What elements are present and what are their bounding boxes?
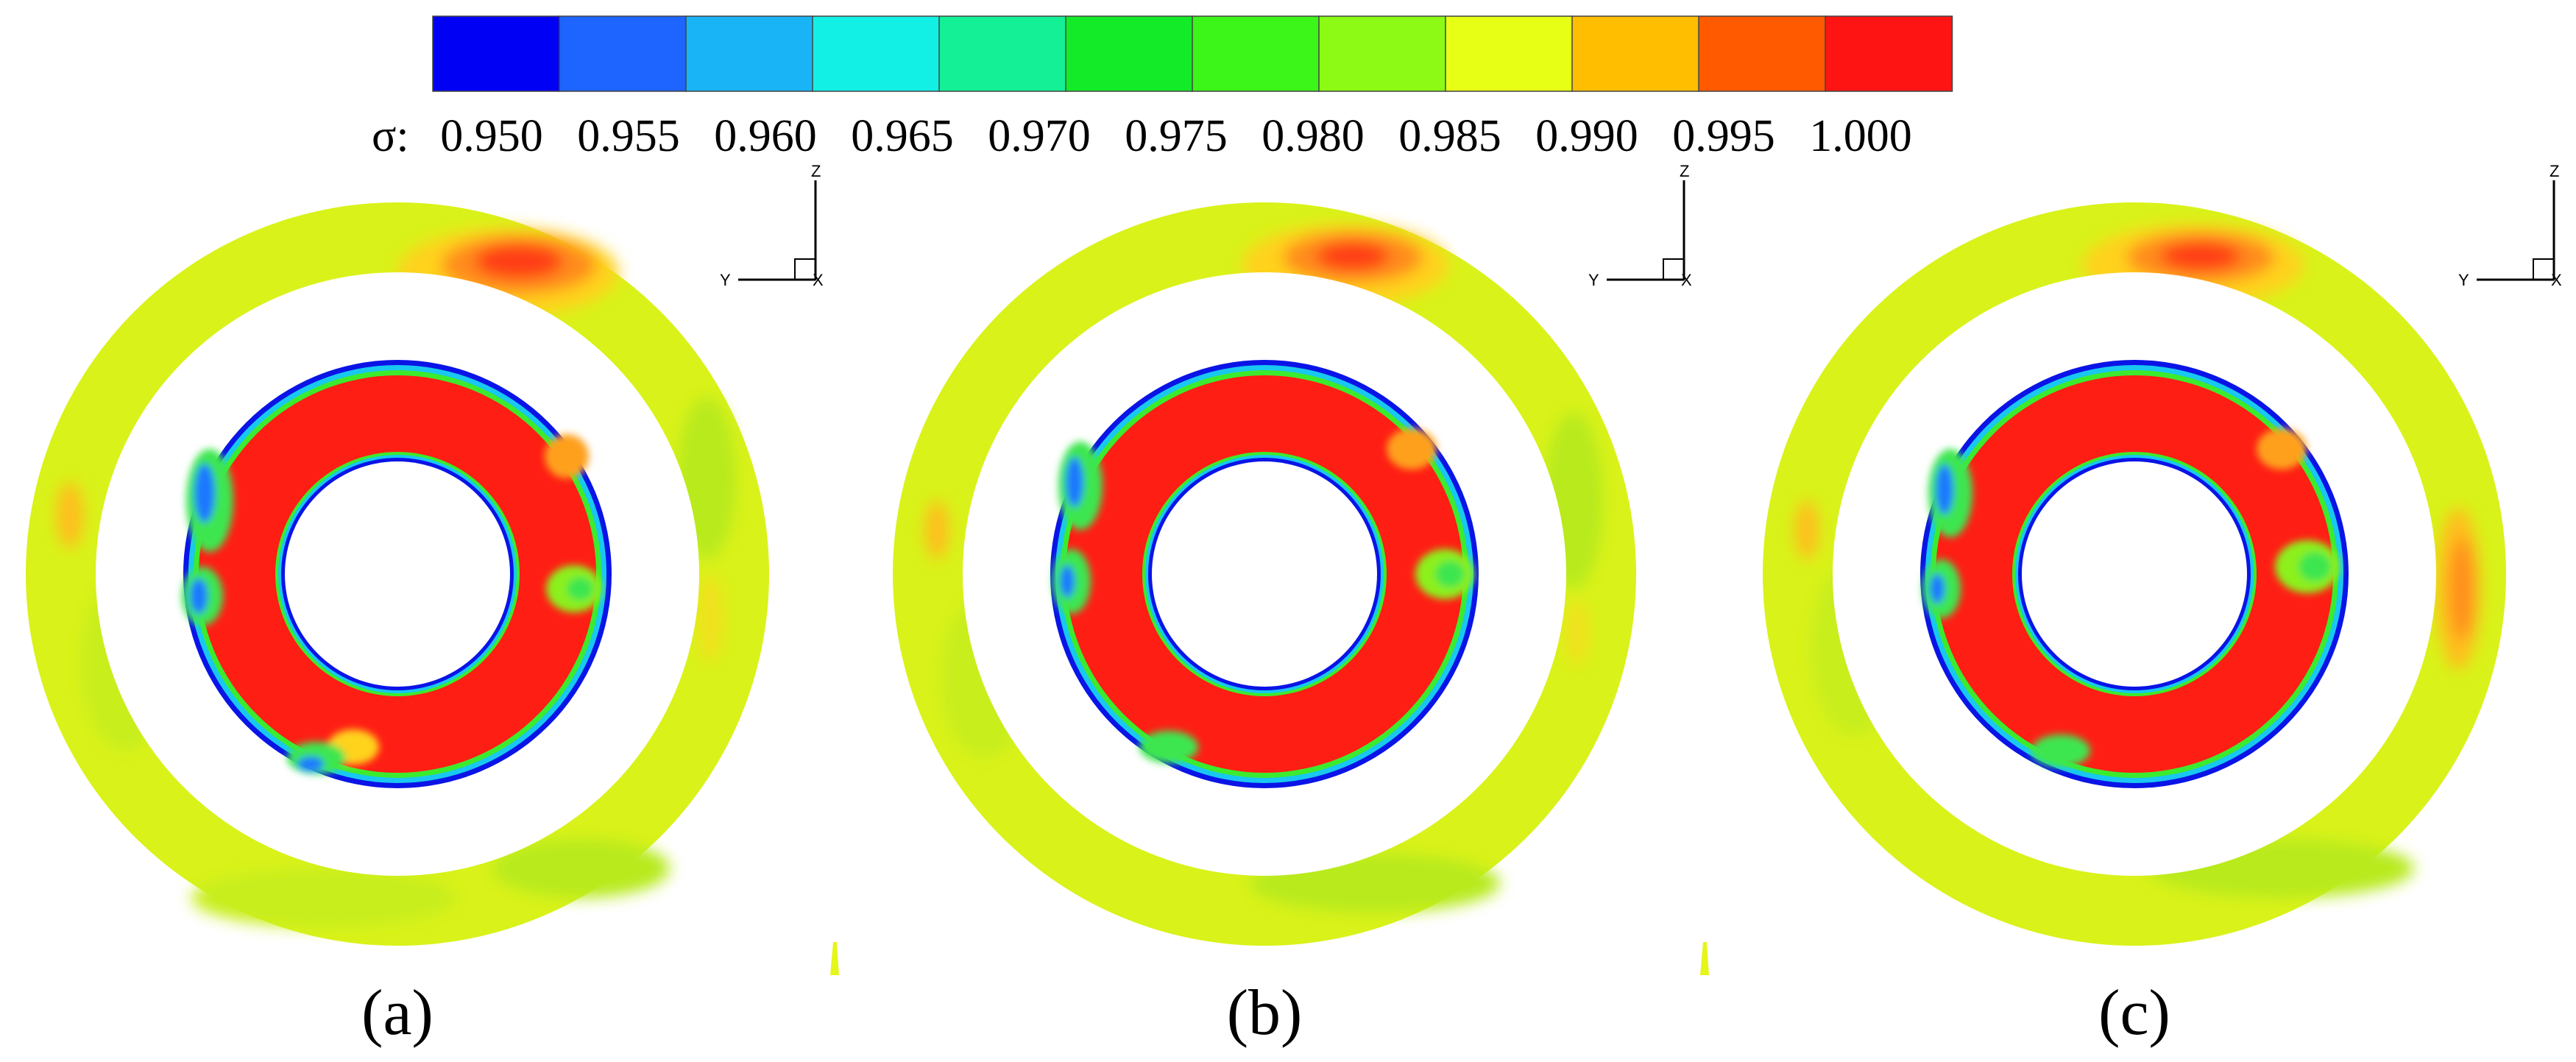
tick-label: 0.980 <box>1262 111 1365 161</box>
tick-label: 0.990 <box>1535 111 1638 161</box>
panel-label: (a) <box>361 977 434 1049</box>
colorbar-segment <box>1445 15 1574 92</box>
contour-panel-b: Z Y X (b) <box>893 162 1709 1049</box>
colorbar-segment <box>1698 15 1827 92</box>
contour-panel-a: Z Y X (a) <box>26 162 839 1049</box>
axis-triad-icon: Z Y X <box>2458 162 2562 289</box>
colorbar-segment <box>1825 15 1953 92</box>
colorbar-segment <box>938 15 1067 92</box>
axis-label-z: Z <box>2550 162 2559 180</box>
contour-artifact <box>1700 942 1709 975</box>
tick-label: 0.985 <box>1398 111 1501 161</box>
inner-annulus <box>1920 360 2349 788</box>
colorbar-segment <box>1065 15 1194 92</box>
tick-label: 0.970 <box>988 111 1091 161</box>
legend-symbol: σ: <box>372 111 409 161</box>
inner-annulus <box>182 360 612 788</box>
tick-label: 0.955 <box>577 111 680 161</box>
colorbar-segment <box>432 15 561 92</box>
colorbar-segment <box>1318 15 1447 92</box>
colorbar-segment <box>812 15 941 92</box>
axis-label-y: Y <box>2458 271 2469 289</box>
tick-label: 1.000 <box>1809 111 1912 161</box>
axis-triad-icon: Z Y X <box>1588 162 1692 289</box>
colorbar-segment <box>685 15 814 92</box>
axis-label-y: Y <box>1588 271 1599 289</box>
axis-label-x: X <box>1681 271 1692 289</box>
axis-label-y: Y <box>720 271 731 289</box>
colorbar-ticks: 0.950 0.955 0.960 0.965 0.970 0.975 0.98… <box>440 111 1912 161</box>
colorbar <box>432 15 1953 92</box>
colorbar-segment <box>1192 15 1320 92</box>
tick-label: 0.975 <box>1125 111 1228 161</box>
colorbar-segment <box>1571 15 1700 92</box>
tick-label: 0.995 <box>1672 111 1775 161</box>
axis-label-z: Z <box>811 162 821 180</box>
contour-panel-c: Z Y X (c) <box>1763 162 2562 1049</box>
panel-label: (c) <box>2098 977 2170 1049</box>
axis-label-x: X <box>2551 271 2562 289</box>
panel-label: (b) <box>1227 977 1303 1049</box>
contour-artifact <box>830 942 839 975</box>
axis-triad-icon: Z Y X <box>720 162 824 289</box>
axis-label-x: X <box>813 271 824 289</box>
tick-label: 0.960 <box>714 111 817 161</box>
tick-label: 0.950 <box>440 111 543 161</box>
axis-label-z: Z <box>1680 162 1689 180</box>
tick-label: 0.965 <box>851 111 954 161</box>
inner-annulus <box>1050 360 1479 788</box>
colorbar-segment <box>559 15 687 92</box>
